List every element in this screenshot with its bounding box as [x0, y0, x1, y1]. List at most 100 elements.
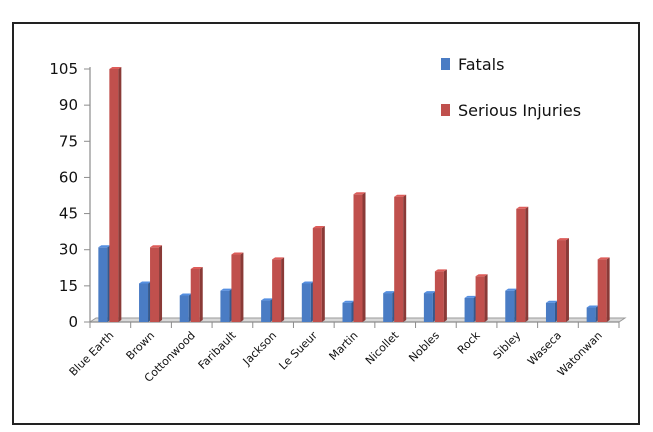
bar-top	[139, 281, 152, 284]
bar-serious-injuries-nobles	[434, 269, 447, 322]
bar-top	[434, 269, 447, 272]
bar-front	[545, 302, 555, 322]
bar-front	[394, 196, 404, 322]
bar-top	[261, 298, 274, 301]
bar-fatals-nobles	[423, 291, 436, 322]
bar-front	[301, 283, 311, 322]
bar-side	[525, 206, 529, 322]
bar-fatals-le-sueur	[301, 281, 314, 322]
bar-front	[150, 247, 160, 322]
y-tick-label: 75	[59, 132, 78, 150]
bar-side	[443, 269, 447, 322]
bar-front	[272, 259, 282, 322]
bar-fatals-martin	[342, 300, 355, 322]
y-tick-label: 0	[68, 313, 78, 331]
bar-side	[484, 274, 488, 322]
bar-chart: 0 15 30 45 60 75 90 105 Blue Earth BrownCottonwo…	[49, 55, 627, 385]
bar-front	[312, 228, 322, 322]
bar-side	[321, 226, 325, 322]
bar-front	[231, 254, 241, 322]
y-tick-label: 30	[59, 241, 78, 259]
legend-swatch	[441, 58, 450, 70]
x-label-jackson: Jackson	[240, 329, 280, 369]
bar-top	[301, 281, 314, 284]
x-label-nicollet: Nicollet	[363, 328, 402, 367]
bar-top	[98, 245, 111, 248]
legend-item-serious-injuries: Serious Injuries	[441, 101, 581, 120]
x-label-nobles: Nobles	[406, 329, 442, 365]
y-tick-label: 90	[59, 96, 78, 114]
bar-fatals-cottonwood	[179, 293, 192, 322]
bar-front	[220, 290, 230, 322]
bar-fatals-sibley	[505, 288, 518, 322]
bar-serious-injuries-blue-earth	[109, 67, 122, 322]
bar-side	[362, 192, 366, 322]
bar-top	[505, 288, 518, 291]
bar-top	[586, 305, 599, 308]
bar-front	[190, 268, 200, 322]
x-label-martin: Martin	[327, 329, 361, 363]
bar-front	[383, 293, 393, 322]
bar-front	[597, 259, 607, 322]
bar-front	[109, 69, 119, 322]
chart-legend: Fatals Serious Injuries	[441, 55, 581, 120]
bar-top	[516, 206, 529, 209]
bar-top	[545, 300, 558, 303]
bar-serious-injuries-watonwan	[597, 257, 610, 322]
bar-front	[179, 295, 189, 322]
x-label-brown: Brown	[124, 329, 158, 363]
bar-serious-injuries-cottonwood	[190, 266, 203, 322]
bar-fatals-waseca	[545, 300, 558, 322]
bar-front	[516, 208, 526, 322]
bar-serious-injuries-martin	[353, 192, 366, 322]
bar-front	[556, 240, 566, 322]
bar-fatals-watonwan	[586, 305, 599, 322]
bar-top	[190, 266, 203, 269]
bar-side	[403, 194, 407, 322]
x-label-le-sueur: Le Sueur	[276, 329, 320, 373]
bar-front	[464, 297, 474, 322]
bar-side	[565, 238, 569, 322]
bar-top	[272, 257, 285, 260]
bar-serious-injuries-jackson	[272, 257, 285, 322]
chart-bars	[98, 67, 610, 322]
bar-fatals-brown	[139, 281, 152, 322]
bar-front	[434, 271, 444, 322]
bar-front	[98, 247, 108, 322]
bar-front	[586, 307, 596, 322]
y-tick-label: 60	[59, 168, 78, 186]
bar-top	[342, 300, 355, 303]
x-label-blue-earth: Blue Earth	[67, 329, 117, 379]
bar-top	[150, 245, 163, 248]
bar-top	[220, 288, 233, 291]
bar-top	[464, 295, 477, 298]
bar-top	[179, 293, 192, 296]
x-label-waseca: Waseca	[525, 329, 564, 368]
y-tick-label: 105	[49, 60, 78, 78]
x-label-faribault: Faribault	[196, 328, 239, 371]
bar-serious-injuries-le-sueur	[312, 226, 325, 322]
bar-top	[109, 67, 122, 69]
y-tick-label: 15	[59, 277, 78, 295]
bar-front	[261, 300, 271, 322]
bar-front	[475, 276, 485, 322]
bar-front	[342, 302, 352, 322]
bar-side	[606, 257, 610, 322]
bar-fatals-jackson	[261, 298, 274, 322]
bar-serious-injuries-nicollet	[394, 194, 407, 322]
legend-label: Serious Injuries	[458, 101, 581, 120]
bar-top	[231, 252, 244, 255]
bar-side	[240, 252, 244, 322]
x-label-rock: Rock	[455, 328, 483, 356]
legend-swatch	[441, 104, 450, 116]
y-tick-label: 45	[59, 205, 78, 223]
bar-top	[423, 291, 436, 294]
bar-fatals-nicollet	[383, 291, 396, 322]
bar-top	[394, 194, 407, 197]
bar-front	[423, 293, 433, 322]
bar-side	[118, 67, 122, 322]
bar-serious-injuries-rock	[475, 274, 488, 322]
bar-fatals-blue-earth	[98, 245, 111, 322]
legend-label: Fatals	[458, 55, 504, 74]
